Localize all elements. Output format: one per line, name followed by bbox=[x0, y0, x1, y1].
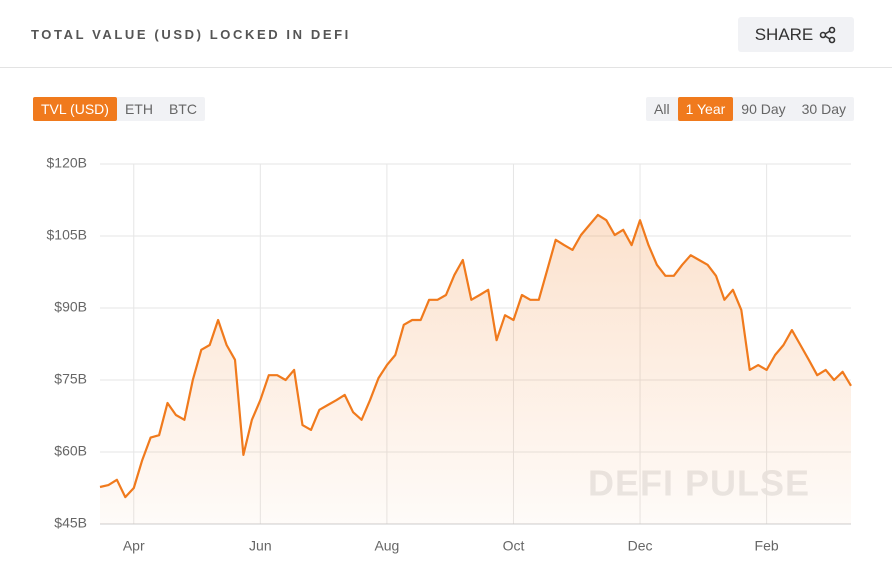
tab[interactable]: All bbox=[654, 101, 670, 117]
y-tick-label: $90B bbox=[54, 299, 87, 315]
area bbox=[100, 214, 851, 524]
tab[interactable]: 90 Day bbox=[741, 101, 786, 117]
x-tick-label: Feb bbox=[755, 538, 779, 554]
share-label: SHARE bbox=[754, 24, 814, 44]
share-icon bbox=[819, 26, 836, 43]
tab[interactable]: ETH bbox=[124, 101, 153, 117]
y-tick-label: $75B bbox=[54, 371, 87, 387]
tab[interactable]: 1 Year bbox=[677, 97, 734, 121]
x-tick-label: Oct bbox=[503, 538, 525, 554]
x-tick-label: Apr bbox=[123, 538, 145, 554]
unit-tabs: TVL (USD) ETH BTC bbox=[33, 97, 205, 121]
watermark: DEFI PULSE bbox=[588, 463, 810, 504]
y-tick-label: $105B bbox=[47, 227, 87, 243]
x-tick-label: Jun bbox=[249, 538, 272, 554]
line bbox=[99, 213, 852, 499]
y-tick-label: $60B bbox=[54, 443, 87, 459]
tab[interactable]: BTC bbox=[168, 101, 197, 117]
share-button[interactable]: SHARE bbox=[738, 17, 854, 52]
tab[interactable]: TVL (USD) bbox=[33, 97, 117, 121]
x-tick-label: Dec bbox=[628, 538, 653, 554]
y-tick-label: $120B bbox=[47, 155, 87, 171]
tab[interactable]: 30 Day bbox=[801, 101, 846, 117]
x-tick-label: Aug bbox=[374, 538, 399, 554]
range-tabs: All 1 Year 90 Day 30 Day bbox=[646, 97, 854, 121]
divider bbox=[0, 67, 892, 68]
y-tick-label: $45B bbox=[54, 515, 87, 531]
title: TOTAL VALUE (USD) LOCKED IN DEFI bbox=[31, 27, 351, 42]
